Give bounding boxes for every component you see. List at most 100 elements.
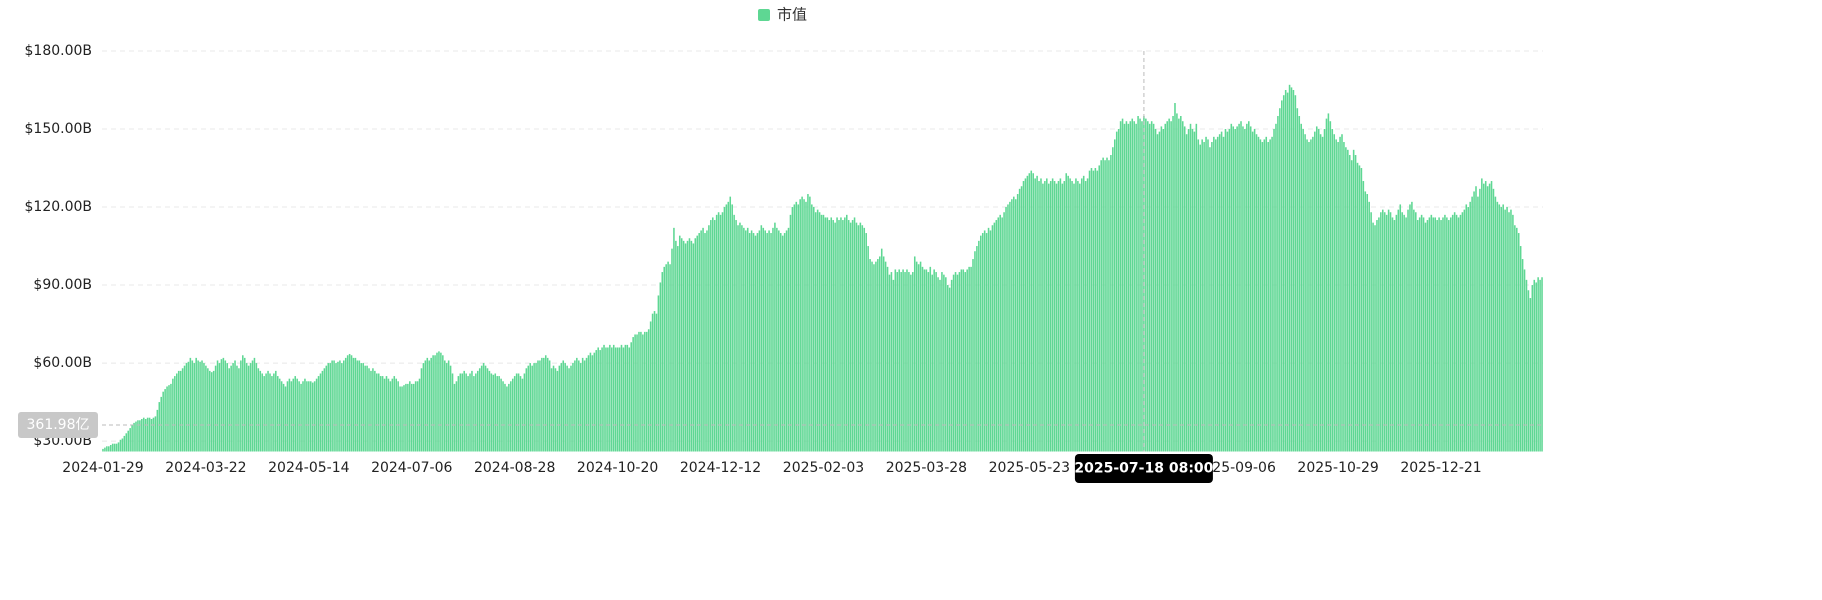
- bar: [428, 360, 431, 452]
- bar: [702, 227, 704, 452]
- bar: [677, 246, 679, 452]
- bar: [570, 365, 572, 452]
- bar: [1018, 188, 1021, 452]
- bar: [1360, 168, 1363, 452]
- bar: [682, 240, 685, 452]
- bar: [160, 396, 163, 452]
- bar: [1261, 142, 1264, 452]
- bar: [925, 269, 928, 452]
- bar: [665, 264, 667, 452]
- bar: [1331, 129, 1334, 452]
- bar: [309, 381, 312, 452]
- bar: [238, 368, 240, 452]
- bar: [1304, 134, 1306, 452]
- bar: [240, 360, 242, 452]
- bar: [484, 365, 487, 452]
- bar: [1026, 175, 1029, 452]
- bar: [950, 279, 953, 452]
- bar: [1374, 225, 1376, 452]
- bar: [626, 344, 629, 452]
- bar: [1164, 123, 1167, 452]
- bar: [1281, 100, 1283, 452]
- bar: [399, 386, 401, 452]
- bar: [181, 368, 184, 452]
- bar: [966, 269, 968, 452]
- bar: [1181, 121, 1184, 452]
- bar: [1201, 139, 1203, 452]
- bar: [253, 357, 256, 452]
- bar: [587, 355, 590, 452]
- bar: [313, 381, 316, 452]
- bar: [1300, 123, 1302, 452]
- bar: [158, 402, 161, 452]
- bar: [890, 272, 893, 452]
- bar: [1127, 123, 1130, 452]
- bar: [1481, 178, 1483, 452]
- bar: [655, 313, 658, 452]
- bar: [1315, 126, 1318, 452]
- bar: [935, 272, 937, 452]
- bar: [1020, 186, 1023, 452]
- bar: [311, 382, 314, 452]
- bar: [1453, 212, 1456, 452]
- bar: [1319, 134, 1322, 452]
- bar: [263, 376, 265, 452]
- bar: [1156, 134, 1159, 452]
- bar: [564, 363, 566, 452]
- bar: [653, 311, 656, 452]
- bar: [999, 214, 1001, 452]
- bar: [119, 439, 122, 452]
- y-tick-label: $90.00B: [33, 277, 92, 293]
- bar: [1263, 139, 1266, 452]
- bar: [478, 368, 481, 452]
- bar: [1187, 129, 1190, 452]
- bar: [1059, 178, 1062, 452]
- bar: [574, 360, 576, 452]
- bar: [463, 370, 465, 452]
- bar: [414, 381, 417, 452]
- bar: [430, 357, 432, 452]
- bar: [300, 383, 302, 452]
- bar: [727, 201, 730, 452]
- bar: [1007, 204, 1009, 452]
- bar: [931, 274, 934, 452]
- bar: [1131, 118, 1134, 452]
- bar: [1356, 162, 1359, 452]
- bar: [195, 357, 197, 452]
- bar: [1279, 108, 1281, 452]
- bar: [630, 342, 632, 452]
- bar: [1145, 118, 1147, 452]
- bar: [521, 378, 524, 452]
- bar: [1022, 181, 1025, 452]
- bar: [121, 438, 124, 452]
- bar: [395, 378, 397, 452]
- bar: [900, 272, 902, 452]
- bar: [154, 416, 157, 452]
- bar: [302, 381, 304, 452]
- bar: [554, 368, 557, 452]
- bar: [754, 235, 757, 452]
- bar: [731, 204, 733, 452]
- bar: [207, 368, 209, 452]
- bar: [1172, 116, 1174, 452]
- x-tick-label: 2025-09-06: [1194, 460, 1275, 476]
- bar: [667, 261, 669, 452]
- bar: [1444, 214, 1446, 452]
- bar: [1236, 126, 1238, 452]
- bar: [1051, 178, 1054, 452]
- bar: [1463, 209, 1466, 452]
- bar: [923, 269, 926, 452]
- bar: [669, 264, 671, 452]
- bar: [781, 235, 784, 452]
- bar: [329, 363, 331, 452]
- bar: [845, 214, 848, 452]
- bar: [908, 272, 910, 452]
- bar: [552, 365, 555, 452]
- bar: [867, 246, 869, 452]
- bar: [1257, 136, 1260, 452]
- bar: [401, 386, 403, 452]
- bar: [649, 321, 652, 452]
- bar: [1180, 116, 1182, 452]
- bar: [133, 422, 135, 452]
- bar: [618, 347, 621, 452]
